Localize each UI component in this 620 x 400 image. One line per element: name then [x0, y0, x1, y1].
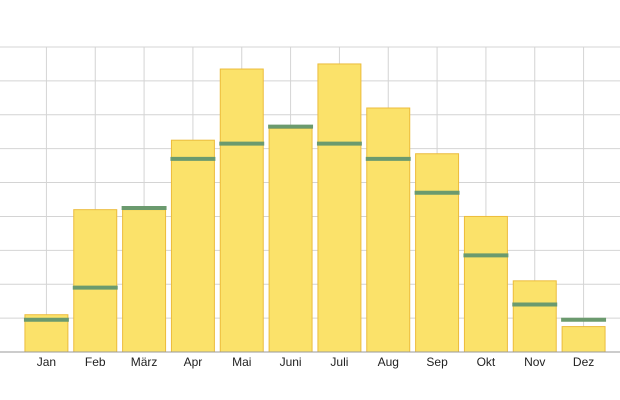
x-tick-label: Jan [37, 355, 56, 369]
bar [561, 326, 606, 353]
bar [73, 209, 118, 353]
x-tick-label: Juli [330, 355, 348, 369]
x-tick-label: Dez [573, 355, 594, 369]
x-tick-label: Nov [524, 355, 545, 369]
x-tick-label: März [131, 355, 158, 369]
bar [366, 107, 411, 353]
x-tick-label: Juni [280, 355, 302, 369]
bar [317, 63, 362, 353]
bar [512, 280, 557, 353]
bar [415, 153, 460, 353]
x-tick-label: Aug [378, 355, 399, 369]
bar [463, 215, 508, 353]
x-tick-label: Sep [426, 355, 448, 369]
x-tick-label: Feb [85, 355, 106, 369]
x-tick-label: Okt [477, 355, 496, 369]
x-tick-label: Apr [184, 355, 203, 369]
bar [219, 68, 264, 353]
bar [170, 139, 215, 353]
bar [122, 209, 167, 353]
bar [268, 127, 313, 353]
x-tick-label: Mai [232, 355, 251, 369]
